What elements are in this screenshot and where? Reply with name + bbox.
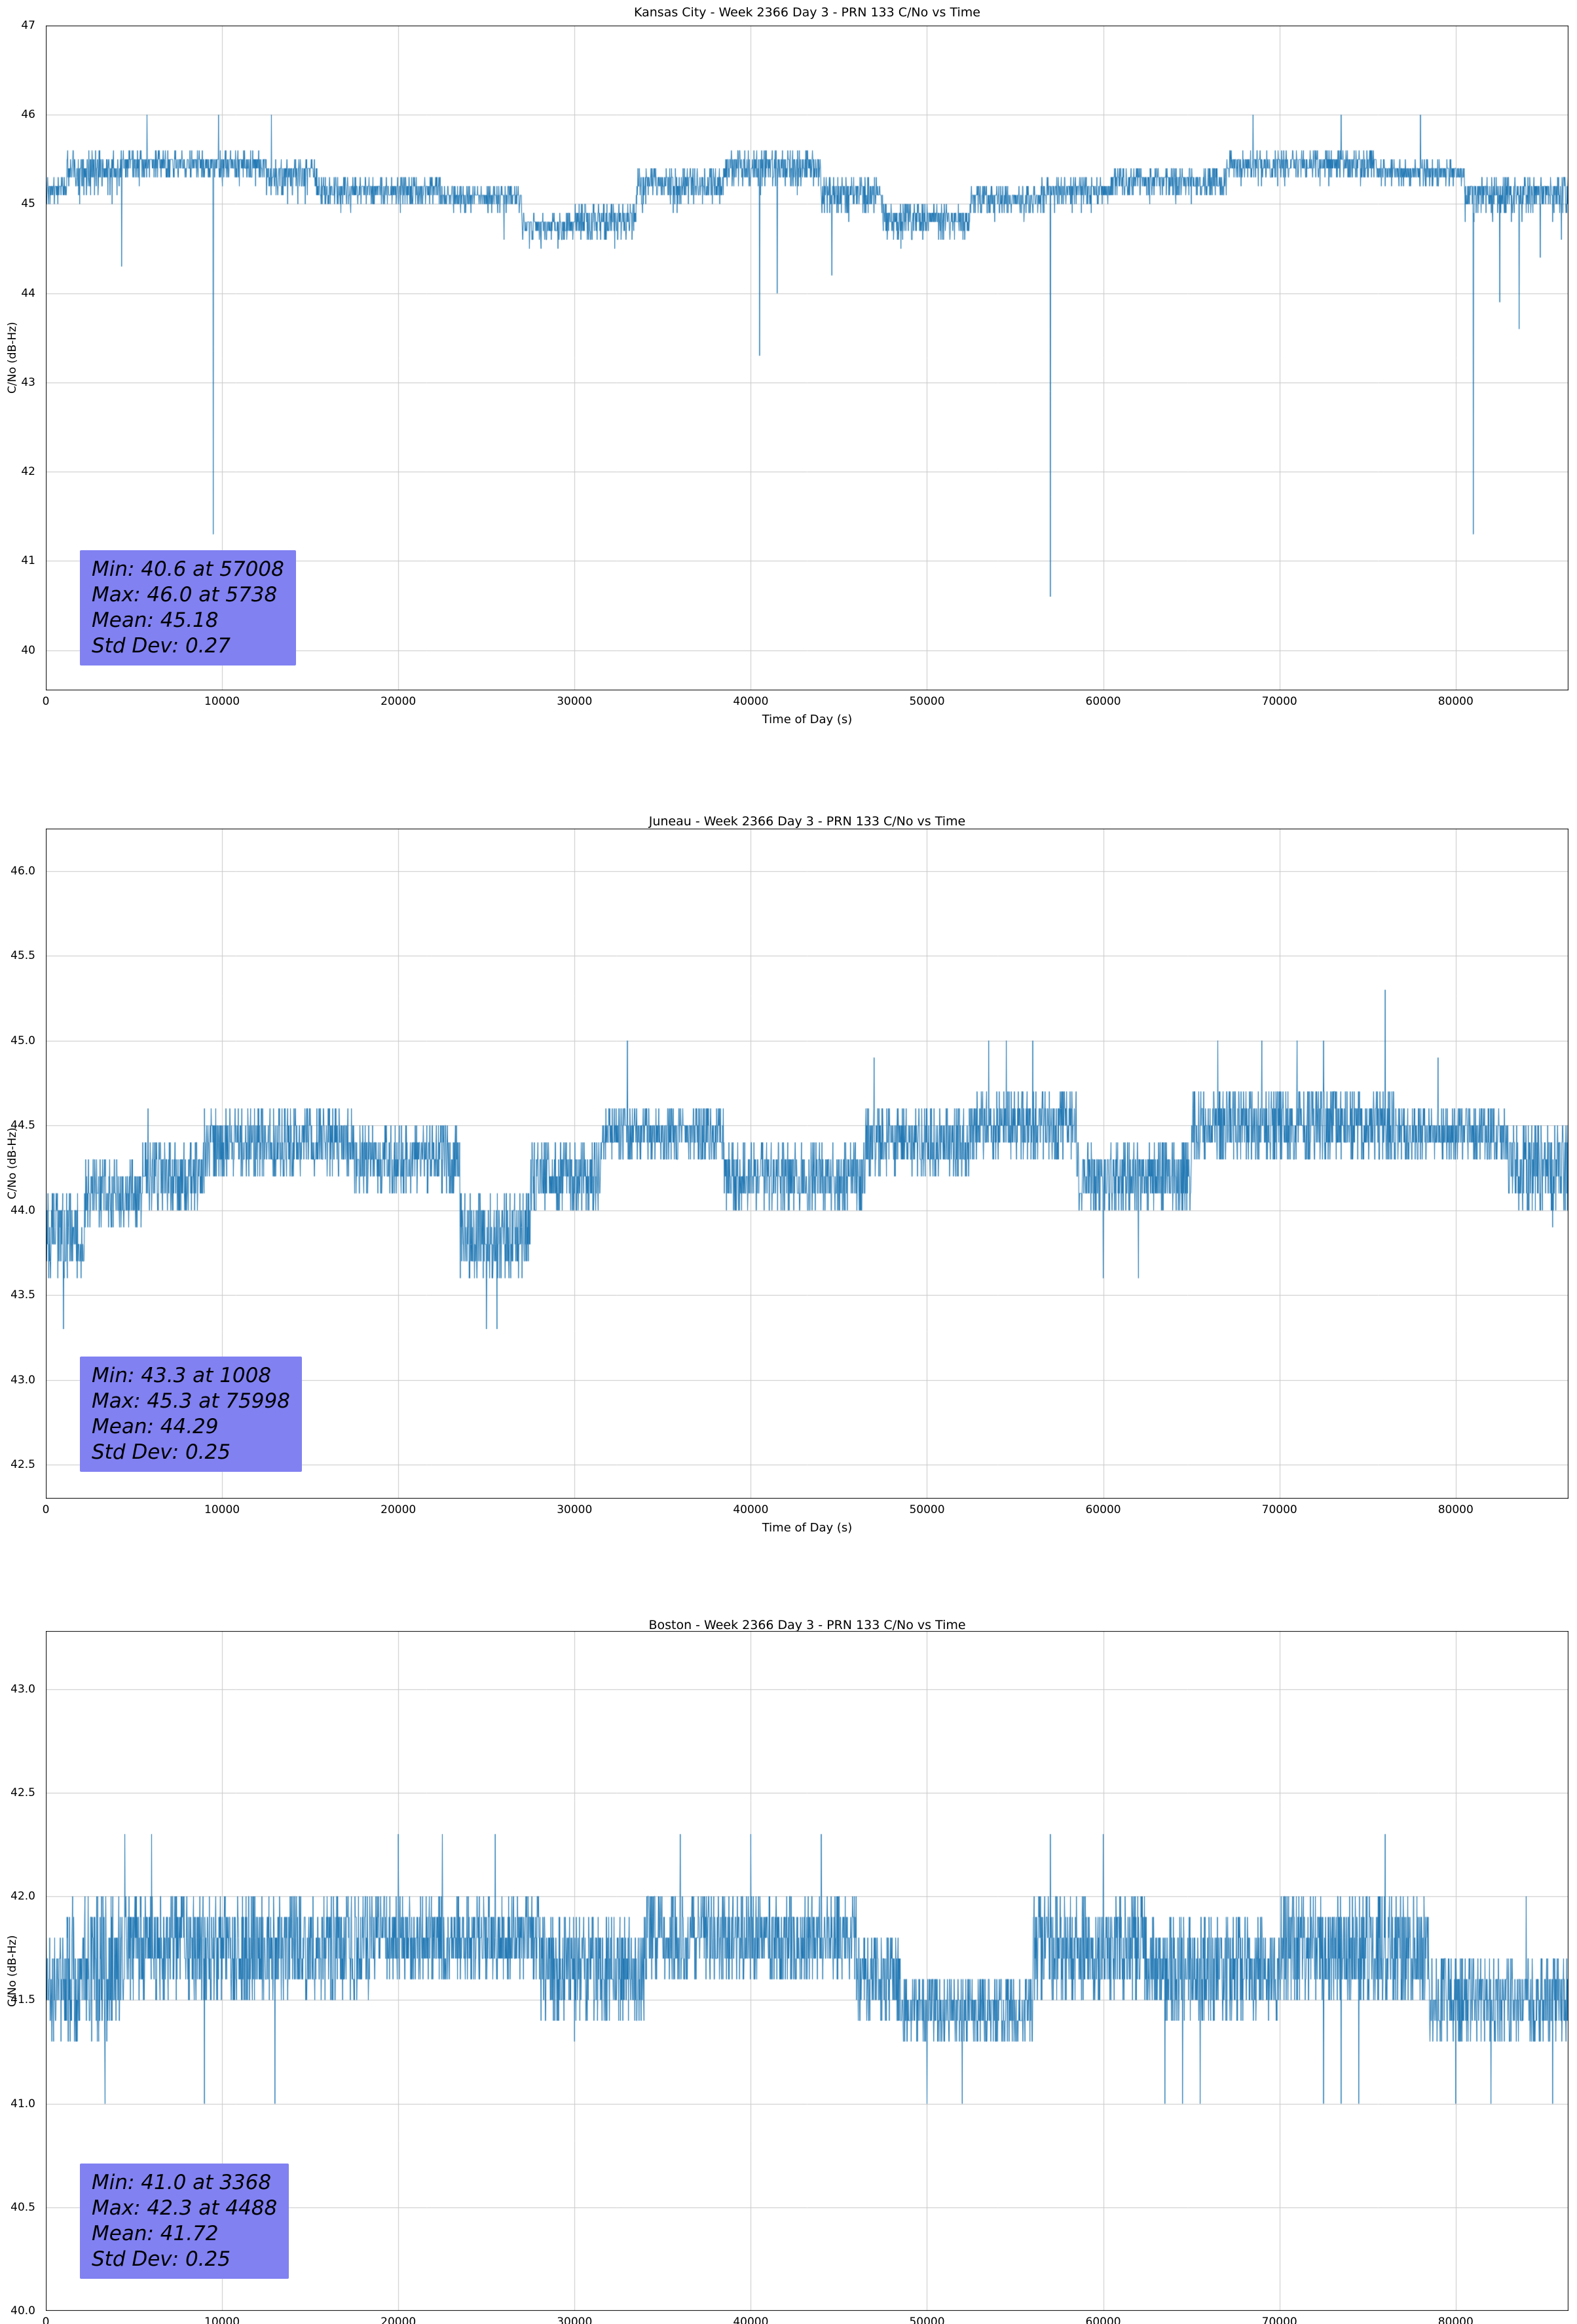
y-tick-label: 45 <box>21 197 35 211</box>
chart-juneau: Juneau - Week 2366 Day 3 - PRN 133 C/No … <box>0 776 1577 1552</box>
stat-mean: Mean: 41.72 <box>92 2222 219 2245</box>
x-tick-label: 70000 <box>1261 1503 1297 1516</box>
chart-boston: Boston - Week 2366 Day 3 - PRN 133 C/No … <box>0 1552 1577 2324</box>
x-tick-label: 10000 <box>204 695 240 708</box>
chart-kansas-city: Kansas City - Week 2366 Day 3 - PRN 133 … <box>0 0 1577 776</box>
y-tick-label: 43.0 <box>10 1682 35 1696</box>
y-tick-label: 45.5 <box>10 949 35 963</box>
stat-min: Min: 40.6 at 57008 <box>92 557 284 581</box>
y-tick-label: 46.0 <box>10 864 35 878</box>
x-axis-label: Time of Day (s) <box>762 1521 853 1535</box>
y-tick-labels: 40.0 40.5 41.0 41.5 42.0 42.5 43.0 <box>0 1631 41 2317</box>
stat-mean: Mean: 45.18 <box>92 609 219 632</box>
y-tick-label: 43 <box>21 375 35 389</box>
chart-title: Boston - Week 2366 Day 3 - PRN 133 C/No … <box>648 1618 966 1632</box>
x-tick-label: 60000 <box>1085 2315 1121 2324</box>
stats-annotation: Min: 40.6 at 57008 Max: 46.0 at 5738 Mea… <box>80 550 296 665</box>
x-tick-label: 40000 <box>733 1503 769 1516</box>
y-tick-label: 40.0 <box>10 2304 35 2317</box>
x-tick-label: 10000 <box>204 1503 240 1516</box>
x-tick-label: 20000 <box>380 1503 417 1516</box>
x-tick-label: 50000 <box>909 695 945 708</box>
x-tick-label: 60000 <box>1085 695 1121 708</box>
x-tick-labels: 0 10000 20000 30000 40000 50000 60000 70000 8000… <box>43 695 1568 709</box>
plot-canvas <box>46 1631 1568 2311</box>
y-tick-label: 42.5 <box>10 1458 35 1472</box>
stats-annotation: Min: 41.0 at 3368 Max: 42.3 at 4488 Mean… <box>80 2164 289 2279</box>
x-tick-label: 30000 <box>557 1503 593 1516</box>
y-tick-label: 44 <box>21 286 35 300</box>
x-tick-labels: 0 10000 20000 30000 40000 50000 60000 70000 8000… <box>43 1503 1568 1518</box>
y-tick-label: 43.0 <box>10 1373 35 1387</box>
y-tick-label: 41.5 <box>10 1993 35 2007</box>
y-tick-labels: 40 41 42 43 44 45 46 47 <box>0 19 41 690</box>
x-tick-label: 30000 <box>557 2315 593 2324</box>
x-tick-label: 0 <box>42 2315 50 2324</box>
x-tick-label: 70000 <box>1261 2315 1297 2324</box>
y-tick-label: 42 <box>21 465 35 479</box>
y-tick-label: 46 <box>21 108 35 122</box>
stat-stddev: Std Dev: 0.27 <box>92 634 231 658</box>
stat-max: Max: 46.0 at 5738 <box>92 583 278 607</box>
y-tick-label: 41 <box>21 554 35 568</box>
x-tick-label: 80000 <box>1438 1503 1474 1516</box>
y-tick-labels: 42.5 43.0 43.5 44.0 44.5 45.0 45.5 46.0 <box>0 829 41 1499</box>
chart-title: Kansas City - Week 2366 Day 3 - PRN 133 … <box>634 5 980 20</box>
stat-max: Max: 45.3 at 75998 <box>92 1389 290 1413</box>
x-tick-label: 10000 <box>204 2315 240 2324</box>
x-tick-label: 50000 <box>909 1503 945 1516</box>
x-tick-label: 0 <box>42 695 50 708</box>
y-tick-label: 41.0 <box>10 2097 35 2110</box>
x-tick-label: 80000 <box>1438 2315 1474 2324</box>
x-tick-label: 0 <box>42 1503 50 1516</box>
stat-min: Min: 43.3 at 1008 <box>92 1364 272 1387</box>
x-tick-label: 20000 <box>380 2315 417 2324</box>
stat-stddev: Std Dev: 0.25 <box>92 2247 231 2271</box>
x-tick-label: 30000 <box>557 695 593 708</box>
x-tick-labels: 0 10000 20000 30000 40000 50000 60000 70000 8000… <box>43 2315 1568 2324</box>
y-tick-label: 42.5 <box>10 1786 35 1799</box>
x-tick-label: 80000 <box>1438 695 1474 708</box>
y-tick-label: 40 <box>21 643 35 657</box>
x-tick-label: 40000 <box>733 2315 769 2324</box>
x-tick-label: 20000 <box>380 695 417 708</box>
y-tick-label: 45.0 <box>10 1034 35 1047</box>
x-tick-label: 40000 <box>733 695 769 708</box>
y-tick-label: 44.5 <box>10 1119 35 1133</box>
stats-annotation: Min: 43.3 at 1008 Max: 45.3 at 75998 Mea… <box>80 1357 302 1472</box>
chart-title: Juneau - Week 2366 Day 3 - PRN 133 C/No … <box>648 814 966 829</box>
plot-canvas <box>46 26 1568 690</box>
y-tick-label: 40.5 <box>10 2200 35 2214</box>
stat-stddev: Std Dev: 0.25 <box>92 1440 231 1464</box>
x-axis-label: Time of Day (s) <box>762 713 853 726</box>
x-tick-label: 60000 <box>1085 1503 1121 1516</box>
y-tick-label: 44.0 <box>10 1203 35 1217</box>
y-tick-label: 43.5 <box>10 1288 35 1302</box>
stat-max: Max: 42.3 at 4488 <box>92 2196 278 2220</box>
stat-mean: Mean: 44.29 <box>92 1415 219 1438</box>
x-tick-label: 50000 <box>909 2315 945 2324</box>
y-tick-label: 47 <box>21 19 35 32</box>
y-tick-label: 42.0 <box>10 1890 35 1903</box>
x-tick-label: 70000 <box>1261 695 1297 708</box>
stat-min: Min: 41.0 at 3368 <box>92 2171 272 2194</box>
